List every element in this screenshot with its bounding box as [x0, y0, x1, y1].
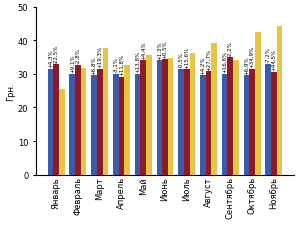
- Y-axis label: Грн.: Грн.: [6, 82, 15, 100]
- Text: +16,6%: +16,6%: [222, 51, 227, 73]
- Bar: [227, 58, 233, 175]
- Bar: [206, 72, 211, 175]
- Bar: [244, 76, 249, 175]
- Bar: [211, 44, 217, 175]
- Text: +13,8%: +13,8%: [135, 51, 140, 73]
- Text: -3,1%: -3,1%: [113, 57, 118, 73]
- Text: +6,8%: +6,8%: [92, 56, 97, 75]
- Bar: [184, 70, 190, 175]
- Bar: [103, 49, 108, 175]
- Text: +9,1%: +9,1%: [70, 54, 75, 73]
- Bar: [157, 61, 162, 175]
- Text: -22,5%: -22,5%: [54, 44, 59, 64]
- Bar: [178, 70, 184, 175]
- Text: +4,4%: +4,4%: [141, 41, 146, 60]
- Bar: [59, 90, 65, 175]
- Bar: [113, 74, 119, 175]
- Bar: [124, 66, 130, 175]
- Bar: [222, 74, 227, 175]
- Bar: [70, 74, 75, 175]
- Bar: [162, 60, 168, 175]
- Bar: [91, 76, 97, 175]
- Bar: [48, 70, 53, 175]
- Text: +4,2%: +4,2%: [200, 56, 206, 75]
- Bar: [249, 70, 255, 175]
- Bar: [233, 61, 239, 175]
- Bar: [135, 74, 140, 175]
- Text: +1,3%: +1,3%: [157, 41, 162, 60]
- Text: -2,2%: -2,2%: [228, 41, 233, 57]
- Text: +44,5%: +44,5%: [271, 49, 276, 71]
- Bar: [119, 78, 124, 175]
- Bar: [140, 61, 146, 175]
- Bar: [81, 68, 86, 175]
- Bar: [168, 59, 173, 175]
- Bar: [190, 54, 195, 175]
- Bar: [146, 56, 152, 175]
- Text: -7,2%: -7,2%: [266, 47, 271, 63]
- Text: +0,5%: +0,5%: [163, 40, 167, 58]
- Text: +11,8%: +11,8%: [119, 54, 124, 76]
- Text: +34,9%: +34,9%: [250, 46, 254, 68]
- Text: +6,9%: +6,9%: [244, 56, 249, 75]
- Bar: [53, 65, 59, 175]
- Bar: [265, 64, 271, 175]
- Bar: [255, 33, 260, 175]
- Text: -2,8%: -2,8%: [76, 48, 80, 64]
- Bar: [277, 27, 282, 175]
- Bar: [200, 76, 206, 175]
- Text: +15,6%: +15,6%: [184, 47, 189, 69]
- Text: -0,5%: -0,5%: [178, 52, 184, 68]
- Text: +27,7%: +27,7%: [206, 49, 211, 71]
- Text: +19,3%: +19,3%: [97, 46, 102, 68]
- Text: +4,3%: +4,3%: [48, 50, 53, 68]
- Bar: [97, 70, 103, 175]
- Bar: [271, 72, 277, 175]
- Bar: [75, 66, 81, 175]
